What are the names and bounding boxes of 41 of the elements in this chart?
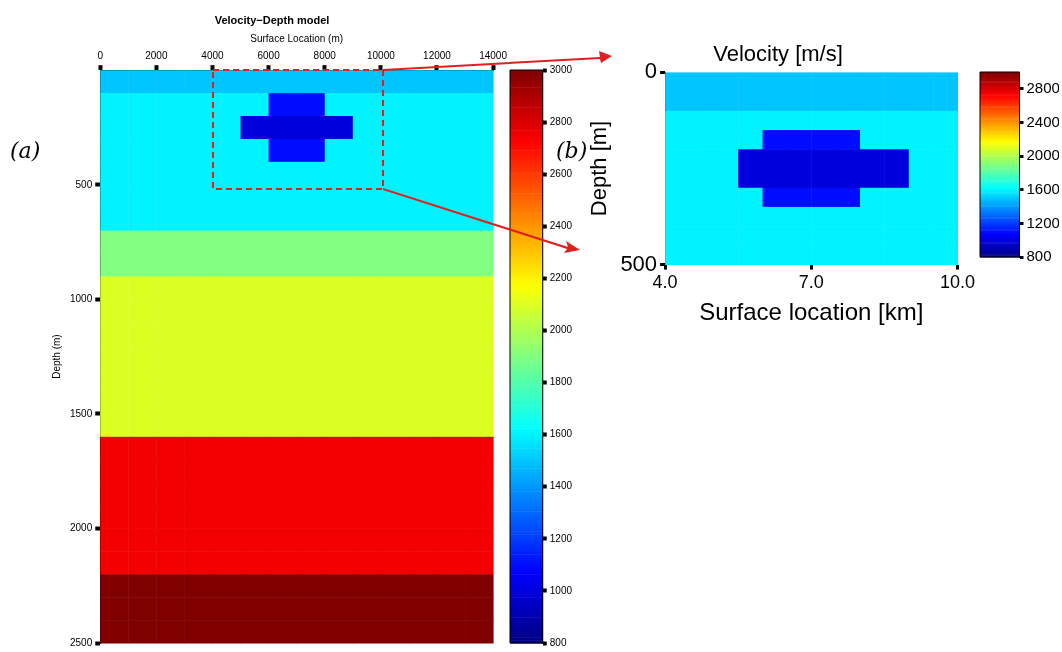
chart-title: Velocity−Depth model: [214, 13, 330, 26]
color-bar-label: 800: [549, 636, 567, 648]
text: (a): [10, 138, 41, 163]
color-bar-label: 2800: [549, 115, 573, 127]
color-bar-label: 1400: [549, 480, 573, 492]
x-tick-label: 10.0: [939, 272, 976, 293]
y-axis-title: Depth [m]: [586, 120, 612, 217]
color-bar-label: 800: [1026, 247, 1052, 265]
color-bar-label: 2600: [549, 167, 573, 179]
y-tick-label: 1500: [70, 407, 93, 419]
x-tick-label: 12000: [423, 49, 452, 61]
y-tick-label: 500: [75, 178, 93, 190]
color-bar-label: 1200: [549, 532, 573, 544]
color-bar-label: 1600: [549, 428, 573, 440]
x-axis-title: Surface location [km]: [699, 298, 924, 326]
color-bar-label: 1800: [549, 376, 573, 388]
color-bar-label: 2000: [549, 324, 573, 336]
x-tick-label: 10000: [366, 49, 396, 61]
x-tick-label: 2000: [145, 49, 168, 61]
x-tick-label: 8000: [313, 49, 337, 61]
x-axis-title: Surface Location (m): [250, 32, 344, 44]
text: (b): [556, 138, 588, 163]
y-tick-label: 2000: [70, 522, 93, 534]
x-tick-label: 4000: [201, 49, 225, 61]
color-bar-label: 3000: [549, 63, 573, 75]
color-bar-label: 2400: [549, 220, 573, 232]
color-bar-label: 2400: [1026, 112, 1060, 130]
color-bar-label: 2800: [1026, 78, 1060, 96]
color-bar-label: 2000: [1026, 146, 1060, 164]
y-tick-label: 2500: [70, 636, 93, 648]
color-bar-label: 2200: [549, 272, 573, 284]
color-bar-label: 1200: [1026, 213, 1060, 231]
chart-title: Velocity [m/s]: [713, 41, 843, 67]
x-tick-label: 14000: [479, 49, 508, 61]
y-axis-title: Depth (m): [50, 334, 62, 379]
x-tick-label: 7.0: [798, 272, 824, 293]
y-tick-label: 1000: [70, 293, 93, 305]
x-tick-label: 0: [97, 49, 104, 61]
x-tick-label: 6000: [257, 49, 281, 61]
color-bar-label: 1600: [1026, 179, 1060, 197]
color-bar-label: 1000: [549, 584, 573, 596]
